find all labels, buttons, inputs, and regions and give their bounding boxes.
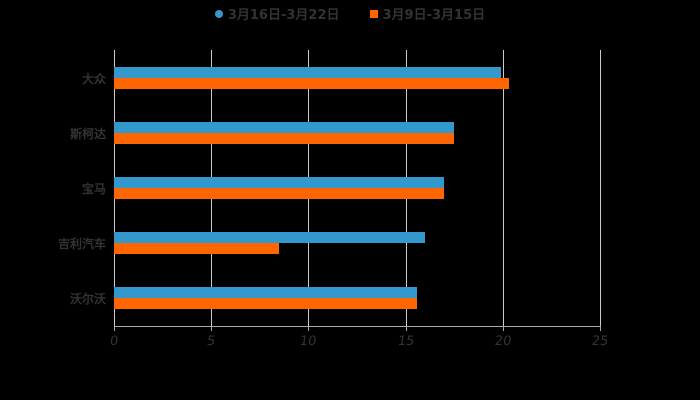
bar[interactable]: [114, 177, 445, 188]
x-tick-label: 20: [493, 334, 513, 349]
square-marker-icon: [369, 9, 378, 18]
x-tick: [114, 326, 115, 331]
x-tick: [405, 326, 407, 331]
bar[interactable]: [114, 232, 426, 244]
bar[interactable]: [114, 243, 280, 255]
circle-marker-icon: [214, 9, 223, 18]
category-label: 斯柯达: [69, 126, 106, 141]
x-tick-label: 15: [396, 334, 415, 349]
category-label: 吉利汽车: [57, 237, 106, 252]
x-tick-label: 0: [108, 334, 120, 349]
x-tick-label: 25: [590, 334, 610, 349]
legend-label: 3月16日-3月22日: [227, 8, 340, 23]
bar[interactable]: [114, 298, 418, 310]
legend-label: 3月9日-3月15日: [382, 8, 486, 23]
category-label: 沃尔沃: [69, 292, 106, 307]
bar[interactable]: [114, 188, 445, 199]
x-axis: [114, 326, 601, 327]
plot-area: [114, 50, 601, 326]
category-label: 大众: [81, 71, 106, 86]
x-tick: [211, 326, 213, 331]
bar[interactable]: [114, 77, 509, 89]
bar[interactable]: [114, 121, 455, 133]
bar[interactable]: [114, 66, 501, 78]
bar[interactable]: [114, 132, 455, 144]
legend-item-series1[interactable]: 3月16日-3月22日: [214, 4, 340, 23]
x-tick: [308, 326, 310, 331]
category-label: 宝马: [81, 182, 106, 196]
x-tick-label: 10: [299, 334, 318, 349]
gridline: [600, 50, 601, 326]
gridline: [502, 50, 504, 326]
bar[interactable]: [114, 287, 418, 299]
x-tick: [600, 326, 601, 331]
x-tick-label: 5: [205, 334, 217, 349]
x-tick: [502, 326, 504, 331]
legend: 3月16日-3月22日 3月9日-3月15日: [0, 4, 700, 23]
legend-item-series2[interactable]: 3月9日-3月15日: [369, 4, 486, 23]
